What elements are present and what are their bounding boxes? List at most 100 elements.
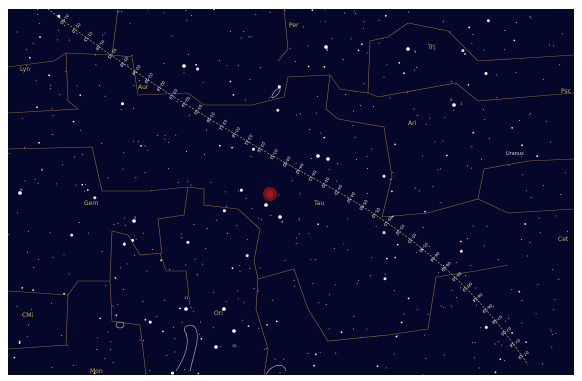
star [76,85,78,87]
star [199,334,201,336]
star [26,48,27,50]
star [176,101,178,103]
star [407,297,410,300]
star [185,264,187,266]
star [52,256,54,258]
star [551,346,553,348]
star [156,315,158,317]
star [511,332,513,334]
star [58,29,59,31]
star [239,270,241,272]
star [530,17,532,19]
ecliptic-tick [492,319,495,322]
star-label: 5 [134,216,136,220]
star [204,154,206,156]
ecliptic-tick [441,266,444,270]
star [295,162,297,164]
star [505,320,506,322]
star [124,241,126,243]
star [472,34,474,36]
star [525,190,527,192]
boundary-line [255,278,269,375]
star [202,81,204,83]
star [366,156,368,158]
star [478,367,480,369]
star [555,215,557,217]
ecliptic-path [47,9,529,366]
bright-star [18,191,22,195]
star [62,164,64,166]
ecliptic-date-label: 07-04 [491,314,503,326]
star [459,249,463,253]
star [545,120,547,122]
star [143,339,144,341]
sky-chart[interactable]: 01-05 01-10 01-15 01-20 01-25 01-30 02-04 02-09… [8,9,574,375]
star [269,11,271,13]
star [308,233,310,235]
star [220,346,222,348]
star [164,138,166,140]
star [151,249,153,250]
star [168,168,169,170]
star [323,136,326,139]
ecliptic-date-label: 02-09 [143,72,154,85]
star [8,152,10,154]
star [521,322,523,324]
star [148,9,149,10]
star [56,39,58,41]
star [311,158,313,159]
star [105,284,107,286]
ecliptic-date-label: 06-04 [429,251,441,263]
ecliptic-date-label: 01-20 [95,39,106,52]
constellation-label-per: Per [289,22,299,29]
ecliptic-date-label: 04-25 [333,184,343,197]
star [191,15,193,16]
star [121,102,124,106]
star [32,289,34,291]
star [200,321,201,323]
star [196,67,200,71]
star [64,24,66,26]
star [296,114,298,116]
star [475,287,476,289]
star [347,218,349,220]
star [171,371,174,375]
star [484,325,488,329]
star [300,113,301,115]
star [164,299,166,301]
star [114,277,117,279]
star [18,342,21,344]
star [148,320,152,324]
star [249,78,251,80]
star [530,196,532,198]
ecliptic-date-label: 02-14 [156,80,167,93]
star [156,135,158,136]
star [252,147,255,151]
star [120,109,122,111]
star [542,184,544,186]
star [550,141,552,143]
star [317,223,319,226]
star-label: 10 [232,344,236,348]
star [425,124,427,126]
star [494,343,496,345]
star [311,9,314,11]
star [295,242,297,244]
star [416,251,417,253]
star [559,64,560,66]
star [295,60,297,62]
star [316,96,318,98]
ecliptic-tick [501,331,505,334]
star [142,232,144,234]
star [84,190,86,192]
star [307,353,309,354]
star [240,37,242,39]
sky-map[interactable]: 01-0501-1001-1501-2001-2501-3002-0402-09… [8,9,574,375]
star [124,224,126,226]
star [192,311,194,313]
star [503,360,505,362]
ecliptic-date-label: 05-05 [358,199,369,212]
star [129,22,131,24]
planet-label-uranus[interactable]: Uranus [506,151,524,157]
constellation-boundaries [8,9,574,375]
